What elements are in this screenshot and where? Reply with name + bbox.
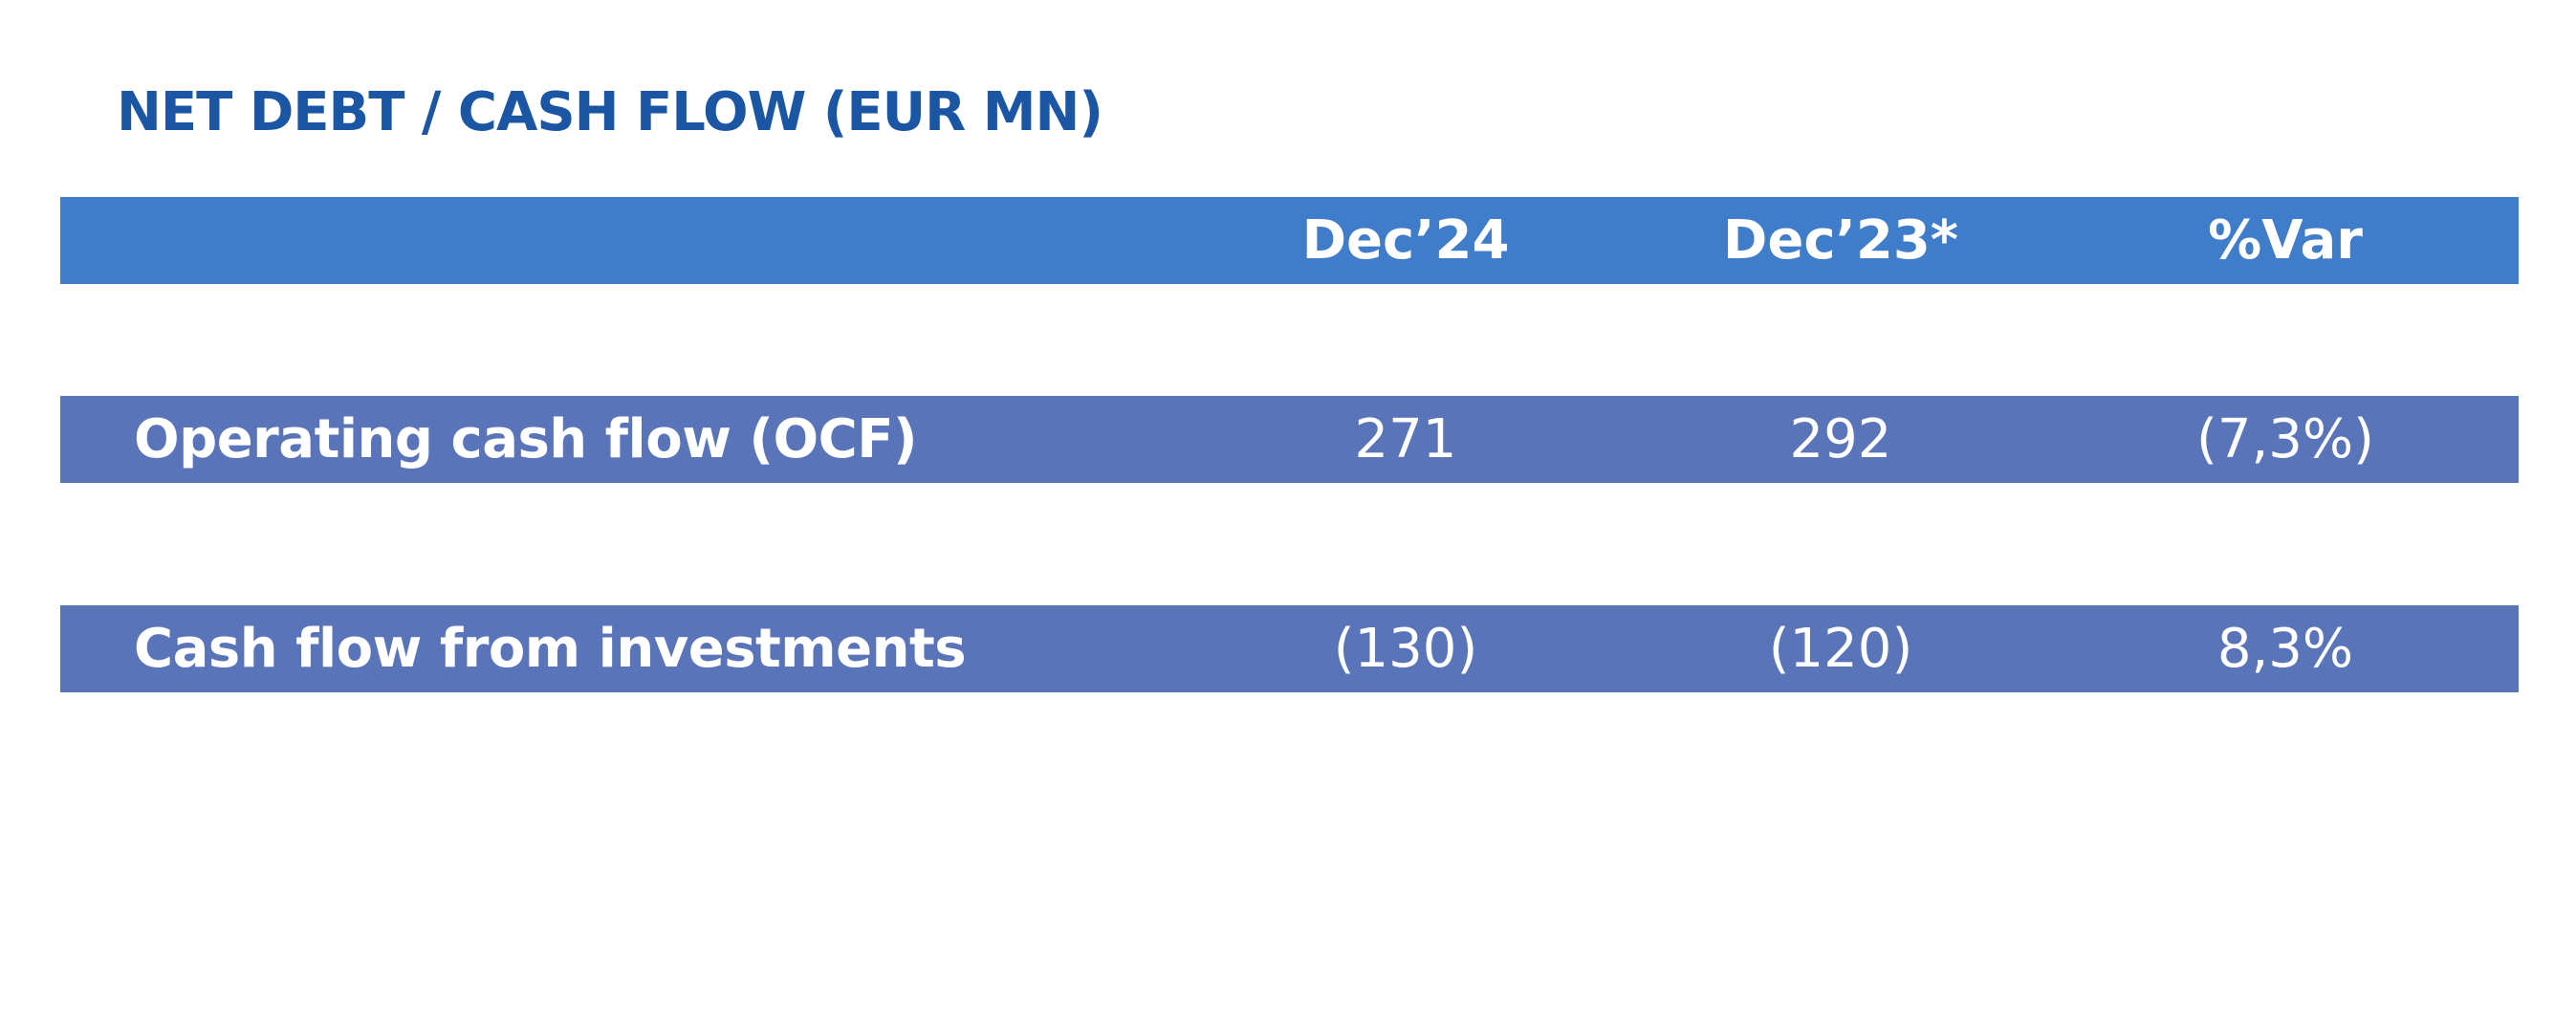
row-label: Operating cash flow (OCF) xyxy=(134,408,918,470)
row-value-var: (7,3%) xyxy=(2196,408,2374,470)
row-value-var: 8,3% xyxy=(2216,618,2354,680)
row-value-dec24: 271 xyxy=(1354,408,1457,470)
table-row: Operating cash flow (OCF) 271 292 (7,3%) xyxy=(60,396,2519,483)
column-header-var: %Var xyxy=(2208,209,2363,272)
row-value-dec23: 292 xyxy=(1789,408,1892,470)
row-value-dec23: (120) xyxy=(1768,618,1913,680)
table-row: Cash flow from investments (130) (120) 8… xyxy=(60,605,2519,692)
column-header-dec23: Dec’23* xyxy=(1722,209,1959,272)
table-header: Dec’24 Dec’23* %Var xyxy=(60,197,2519,284)
row-label: Cash flow from investments xyxy=(134,618,967,680)
column-header-dec24: Dec’24 xyxy=(1301,209,1510,272)
row-value-dec24: (130) xyxy=(1333,618,1478,680)
page-title: NET DEBT / CASH FLOW (EUR MN) xyxy=(117,81,1103,143)
